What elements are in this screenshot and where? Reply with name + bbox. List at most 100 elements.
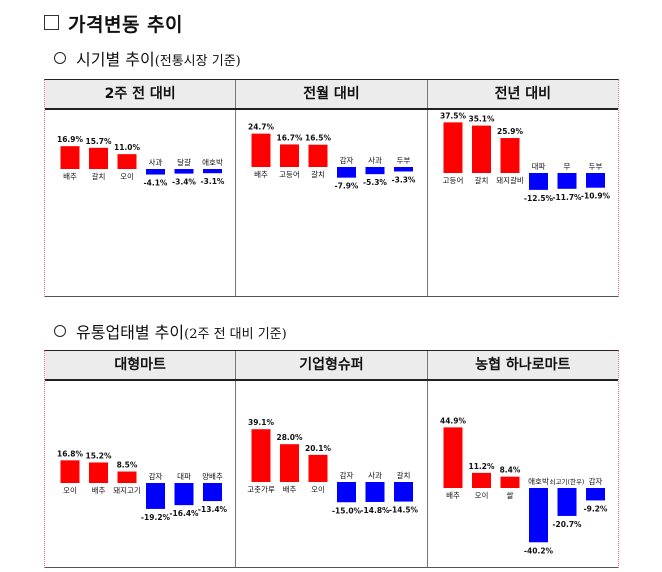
bar [585,173,605,188]
category-label: 돼지갈비 [496,176,524,185]
table-chart-row: 16.9% 배추 15.7% 갈치 11.0% 오이 -4.1% 사과 -3.4% 달걀 -3.1%… [45,110,618,297]
category-label: 고등어 [442,175,463,185]
data-label: -40.2% [524,546,554,555]
category-label: 갈치 [397,471,411,480]
data-label: -20.7% [552,520,582,529]
bar [203,483,222,502]
data-label: -9.2% [583,504,607,513]
data-label: -13.4% [198,505,228,514]
bar [60,460,80,483]
retailer-comparison-table: 대형마트 기업형슈퍼 농협 하나로마트 16.8% 오이 15.2% 배추 8.5% 돼지… [44,350,619,568]
bar [251,429,271,482]
data-label: 16.8% [57,449,84,458]
category-label: 애호박 [202,157,223,167]
category-label: 두부 [588,162,602,171]
bar [337,167,357,178]
bar [280,444,300,482]
chart-panel-prev-year: 37.5% 고등어 35.1% 갈치 25.9% 돼지갈비 -12.5% 대파 -11.7% 무 -… [428,110,618,296]
bar [308,454,328,482]
bar [117,471,137,483]
table-chart-row: 16.8% 오이 15.2% 배추 8.5% 돼지고기 -19.2% 감자 -16.4% 대파 -1… [45,381,618,568]
data-label: 8.4% [499,466,520,475]
col-header-hypermarket: 대형마트 [45,351,237,379]
chart-panel-prev-month: 24.7% 배추 16.7% 고등어 16.5% 갈치 -7.9% 감자 -5.3% 사과 -3.3… [236,110,428,296]
category-label: 애호박 [528,476,549,486]
bar [146,169,165,175]
chart-prev-year: 37.5% 고등어 35.1% 갈치 25.9% 돼지갈비-12.5% 대파 -11.7% 무 -… [440,111,611,203]
bar [528,488,548,543]
chart-hypermarket: 16.8% 오이 15.2% 배추 8.5% 돼지고기 -19.2% 감자 -16.4% 대파 -1… [57,449,228,522]
bar [394,482,414,502]
bar [443,427,463,488]
data-label: 28.0% [277,433,304,442]
category-label: 배추 [283,485,297,494]
section2-title-text: 유통업태별 추이 [76,323,185,342]
data-label: -5.3% [363,178,387,187]
data-label: 11.0% [114,143,141,152]
category-label: 갈치 [92,172,106,181]
bar [174,169,194,174]
data-label: 44.9% [440,416,467,425]
main-heading-text: 가격변동 추이 [68,14,183,36]
bar [89,462,108,483]
section1-note: (전통시장 기준) [154,54,241,69]
data-label: 15.2% [85,451,112,460]
data-label: -3.4% [172,178,196,187]
bar [443,122,463,173]
data-label: 15.7% [85,137,112,146]
section1-title: 시기별 추이(전통시장 기준) [54,46,241,70]
bar [203,169,222,174]
category-label: 배추 [92,486,106,495]
circle-bullet-icon [54,52,66,64]
category-label: 감자 [149,471,163,481]
category-label: 오이 [120,171,134,181]
bar [585,488,605,501]
category-label: 사과 [149,158,163,167]
chart-2weeks: 16.9% 배추 15.7% 갈치 11.0% 오이 -4.1% 사과 -3.4% 달걀 -3.1%… [57,135,225,187]
category-label: 배추 [63,172,77,181]
data-label: -15.0% [332,506,362,515]
data-label: -3.1% [201,177,225,186]
category-label: 배추 [254,170,268,179]
data-label: 37.5% [440,111,467,120]
chart-hanaro: 44.9% 배추 11.2% 오이 8.4% 쌀 -40.2% 애호박 -20.7% 쇠고기(한우… [440,416,608,555]
data-label: 24.7% [248,123,275,132]
table-header-row: 대형마트 기업형슈퍼 농협 하나로마트 [45,351,618,381]
category-label: 감자 [588,476,602,486]
bar [471,472,491,488]
category-label: 양배추 [202,472,223,481]
chart-panel-hanaro: 44.9% 배추 11.2% 오이 8.4% 쌀 -40.2% 애호박 -20.7% 쇠고기(한우… [428,381,618,567]
data-label: -16.4% [169,509,199,518]
bar [174,483,194,506]
data-label: 16.7% [277,133,304,142]
category-label: 갈치 [311,170,325,179]
data-label: -10.9% [581,192,611,201]
bar [500,476,520,488]
bar [394,167,414,172]
data-label: 16.5% [305,134,332,143]
bar [471,125,491,173]
chart-panel-supermarket: 39.1% 고춧가루 28.0% 배추 20.1% 오이 -15.0% 감자 -14.8% 사과 -… [236,381,428,567]
data-label: -14.5% [389,506,419,515]
col-header-supermarket: 기업형슈퍼 [236,351,428,379]
data-label: -12.5% [524,194,554,203]
category-label: 돼지고기 [113,486,141,495]
category-label: 대파 [531,162,545,171]
bar [528,173,548,190]
category-label: 고등어 [279,169,300,179]
bar [146,483,165,509]
checkbox-square-icon [44,15,59,30]
col-header-prev-year: 전년 대비 [494,86,552,102]
data-label: 16.9% [57,135,84,144]
category-label: 쌀 [506,491,513,500]
category-label: 오이 [63,485,77,495]
bar [308,144,328,167]
category-label: 감자 [340,470,354,480]
category-label: 배추 [446,491,460,500]
chart-prev-month: 24.7% 배추 16.7% 고등어 16.5% 갈치 -7.9% 감자 -5.3% 사과 -3.3… [248,123,416,191]
col-header-hanaro: 농협 하나로마트 [475,357,571,373]
category-label: 사과 [368,471,382,480]
category-label: 무 [563,162,570,171]
category-label: 대파 [177,472,191,481]
chart-supermarket: 39.1% 고춧가루 28.0% 배추 20.1% 오이 -15.0% 감자 -14.8% 사과 -… [248,418,419,515]
